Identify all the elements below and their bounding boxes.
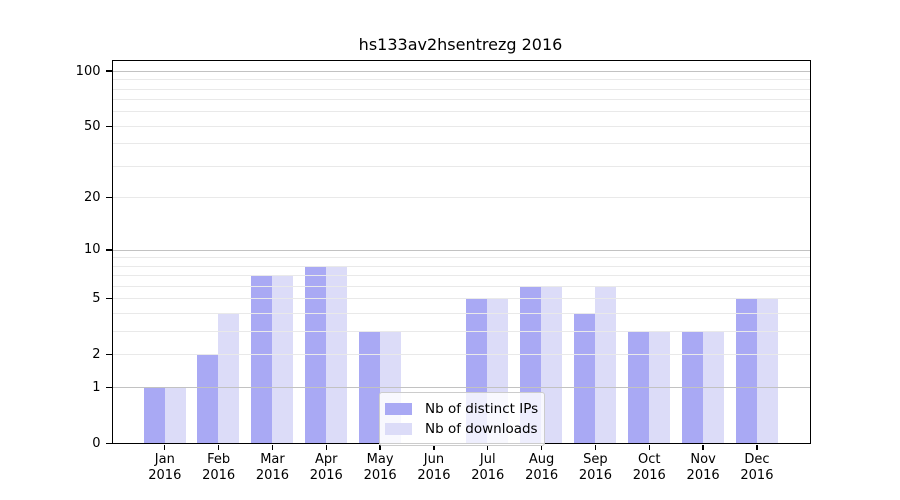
legend-label-downloads: Nb of downloads <box>425 421 538 437</box>
x-tick-mark <box>594 444 597 450</box>
y-tick-label: 0 <box>92 435 101 451</box>
bar-downloads-aug <box>541 286 563 443</box>
y-tick-mark <box>105 354 112 356</box>
x-tick-mark <box>164 444 166 450</box>
y-tick-label: 20 <box>83 190 101 206</box>
y-tick-label: 1 <box>92 379 101 395</box>
y-tick-label: 5 <box>92 291 101 307</box>
y-tick-mark <box>105 386 112 389</box>
gridline-minor <box>113 286 810 288</box>
x-tick-mark <box>379 444 381 450</box>
x-tick-label-jul: Jul 2016 <box>471 452 505 483</box>
y-tick-label: 2 <box>92 347 101 363</box>
gridline-major <box>113 70 810 72</box>
legend-row-distinct-ips: Nb of distinct IPs <box>385 399 538 419</box>
gridline-minor <box>113 166 810 168</box>
y-tick-mark <box>105 249 112 251</box>
y-tick-label: 10 <box>83 242 101 258</box>
x-tick-mark <box>702 444 704 450</box>
x-tick-label-feb: Feb 2016 <box>202 452 236 483</box>
bar-distinct-ips-jan <box>143 387 165 443</box>
gridline-minor <box>113 143 810 145</box>
y-tick-label: 100 <box>75 63 101 79</box>
x-tick-label-dec: Dec 2016 <box>740 452 774 483</box>
gridline-minor <box>113 313 810 315</box>
plot-area <box>112 60 811 444</box>
chart-title: hs133av2hsentrezg 2016 <box>358 35 563 54</box>
gridline-minor <box>113 111 810 113</box>
gridline-minor <box>113 125 810 127</box>
bar-downloads-dec <box>756 298 778 443</box>
x-tick-mark <box>540 444 543 450</box>
x-tick-mark <box>271 444 274 450</box>
y-tick-mark <box>105 125 112 127</box>
x-tick-label-may: May 2016 <box>363 452 397 483</box>
legend-swatch-downloads-icon <box>385 422 412 436</box>
gridline-minor <box>113 298 810 300</box>
gridline-minor <box>113 275 810 277</box>
x-tick-label-apr: Apr 2016 <box>309 452 343 483</box>
y-tick-mark <box>105 442 112 444</box>
bar-distinct-ips-dec <box>735 298 757 443</box>
y-tick-label: 50 <box>83 118 101 134</box>
x-tick-label-jan: Jan 2016 <box>148 452 182 483</box>
x-tick-mark <box>648 444 650 450</box>
bar-distinct-ips-mar <box>251 275 273 443</box>
x-tick-mark <box>487 444 489 450</box>
y-tick-mark <box>105 70 112 72</box>
gridline-minor <box>113 197 810 199</box>
legend-label-distinct-ips: Nb of distinct IPs <box>425 401 539 417</box>
plot-inner <box>113 61 810 443</box>
gridline-minor <box>113 265 810 267</box>
x-tick-mark <box>325 444 327 450</box>
gridline-minor <box>113 331 810 333</box>
bar-downloads-mar <box>272 275 294 443</box>
y-tick-mark <box>105 298 112 300</box>
y-tick-mark <box>105 197 112 199</box>
legend-swatch-distinct-ips-icon <box>385 402 412 416</box>
x-tick-label-sep: Sep 2016 <box>578 452 612 483</box>
legend: Nb of distinct IPs Nb of downloads <box>379 392 545 446</box>
gridline-minor <box>113 354 810 356</box>
bar-downloads-feb <box>218 313 240 443</box>
gridline-major <box>113 249 810 251</box>
legend-row-downloads: Nb of downloads <box>385 419 538 439</box>
x-tick-label-mar: Mar 2016 <box>255 452 289 483</box>
bar-distinct-ips-feb <box>197 354 219 443</box>
x-tick-label-nov: Nov 2016 <box>686 452 720 483</box>
x-tick-label-aug: Aug 2016 <box>525 452 559 483</box>
gridline-minor <box>113 99 810 101</box>
x-tick-label-oct: Oct 2016 <box>632 452 666 483</box>
bar-downloads-jan <box>164 387 186 443</box>
bar-distinct-ips-sep <box>574 313 596 443</box>
bar-downloads-sep <box>595 286 617 443</box>
x-tick-mark <box>217 444 220 450</box>
gridline-major <box>113 387 810 389</box>
x-tick-mark <box>433 444 435 450</box>
gridline-minor <box>113 79 810 81</box>
gridline-minor <box>113 257 810 259</box>
x-tick-label-jun: Jun 2016 <box>417 452 451 483</box>
x-tick-mark <box>756 444 758 450</box>
gridline-minor <box>113 88 810 90</box>
